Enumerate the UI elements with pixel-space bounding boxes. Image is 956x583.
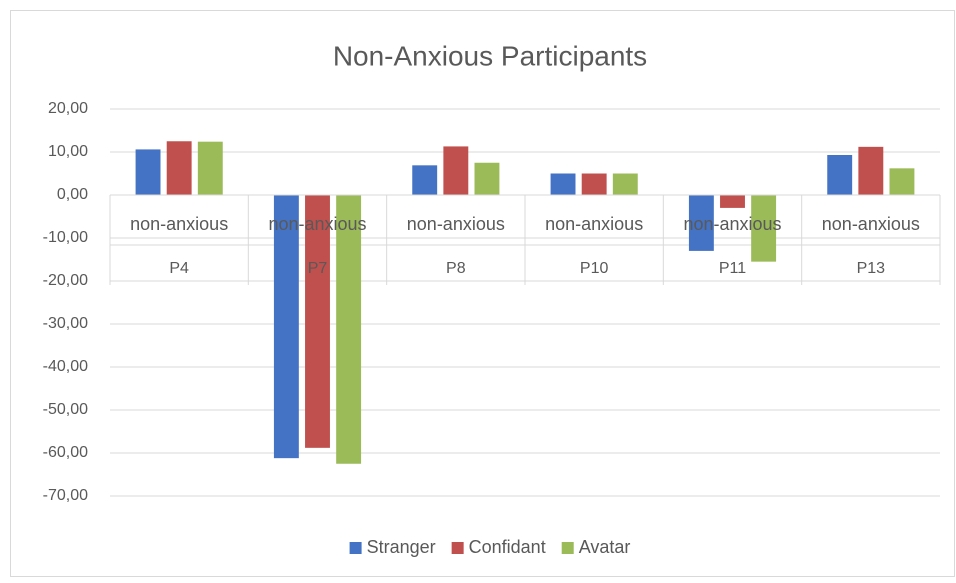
y-tick-label: 10,00 <box>48 143 88 160</box>
bar <box>412 165 438 195</box>
bar <box>889 168 915 195</box>
bar <box>827 155 853 195</box>
bar <box>751 195 777 262</box>
y-tick-label: -70,00 <box>43 487 88 504</box>
bar <box>197 141 223 195</box>
y-tick-label: -50,00 <box>43 401 88 418</box>
y-tick-label: 0,00 <box>57 186 88 203</box>
legend-swatch <box>451 542 464 554</box>
bar <box>336 195 362 464</box>
y-tick-label: -40,00 <box>43 358 88 375</box>
bar <box>474 162 500 195</box>
legend-swatch <box>349 542 362 554</box>
bar <box>688 195 714 251</box>
category-group-label: non-anxious <box>268 214 366 234</box>
legend-swatch <box>561 542 574 554</box>
x-tick-label: P4 <box>169 260 189 277</box>
bar <box>305 195 330 448</box>
y-tick-label: 20,00 <box>48 100 88 117</box>
y-tick-label: -10,00 <box>43 229 88 246</box>
x-tick-label: P10 <box>580 260 609 277</box>
bar <box>550 173 576 195</box>
chart-border <box>10 10 955 577</box>
category-group-label: non-anxious <box>407 214 505 234</box>
x-tick-label: P13 <box>857 260 886 277</box>
y-tick-label: -30,00 <box>43 315 88 332</box>
bar <box>166 141 192 195</box>
bar <box>273 195 299 459</box>
x-tick-label: P11 <box>719 260 746 277</box>
chart-title: Non-Anxious Participants <box>333 40 647 71</box>
y-tick-label: -20,00 <box>43 272 88 289</box>
y-tick-label: -60,00 <box>43 444 88 461</box>
bar <box>443 146 469 195</box>
bar <box>135 149 161 195</box>
x-tick-label: P8 <box>446 260 466 277</box>
x-tick-label: P7 <box>308 260 328 277</box>
category-group-label: non-anxious <box>822 214 920 234</box>
legend-label: Stranger <box>367 537 436 557</box>
legend-label: Confidant <box>469 537 546 557</box>
category-group-label: non-anxious <box>545 214 643 234</box>
legend-label: Avatar <box>579 537 631 557</box>
bar <box>581 173 607 195</box>
bar <box>720 195 745 208</box>
category-group-label: non-anxious <box>130 214 228 234</box>
bar <box>612 173 638 195</box>
bar <box>858 146 884 195</box>
category-group-label: non-anxious <box>683 214 781 234</box>
